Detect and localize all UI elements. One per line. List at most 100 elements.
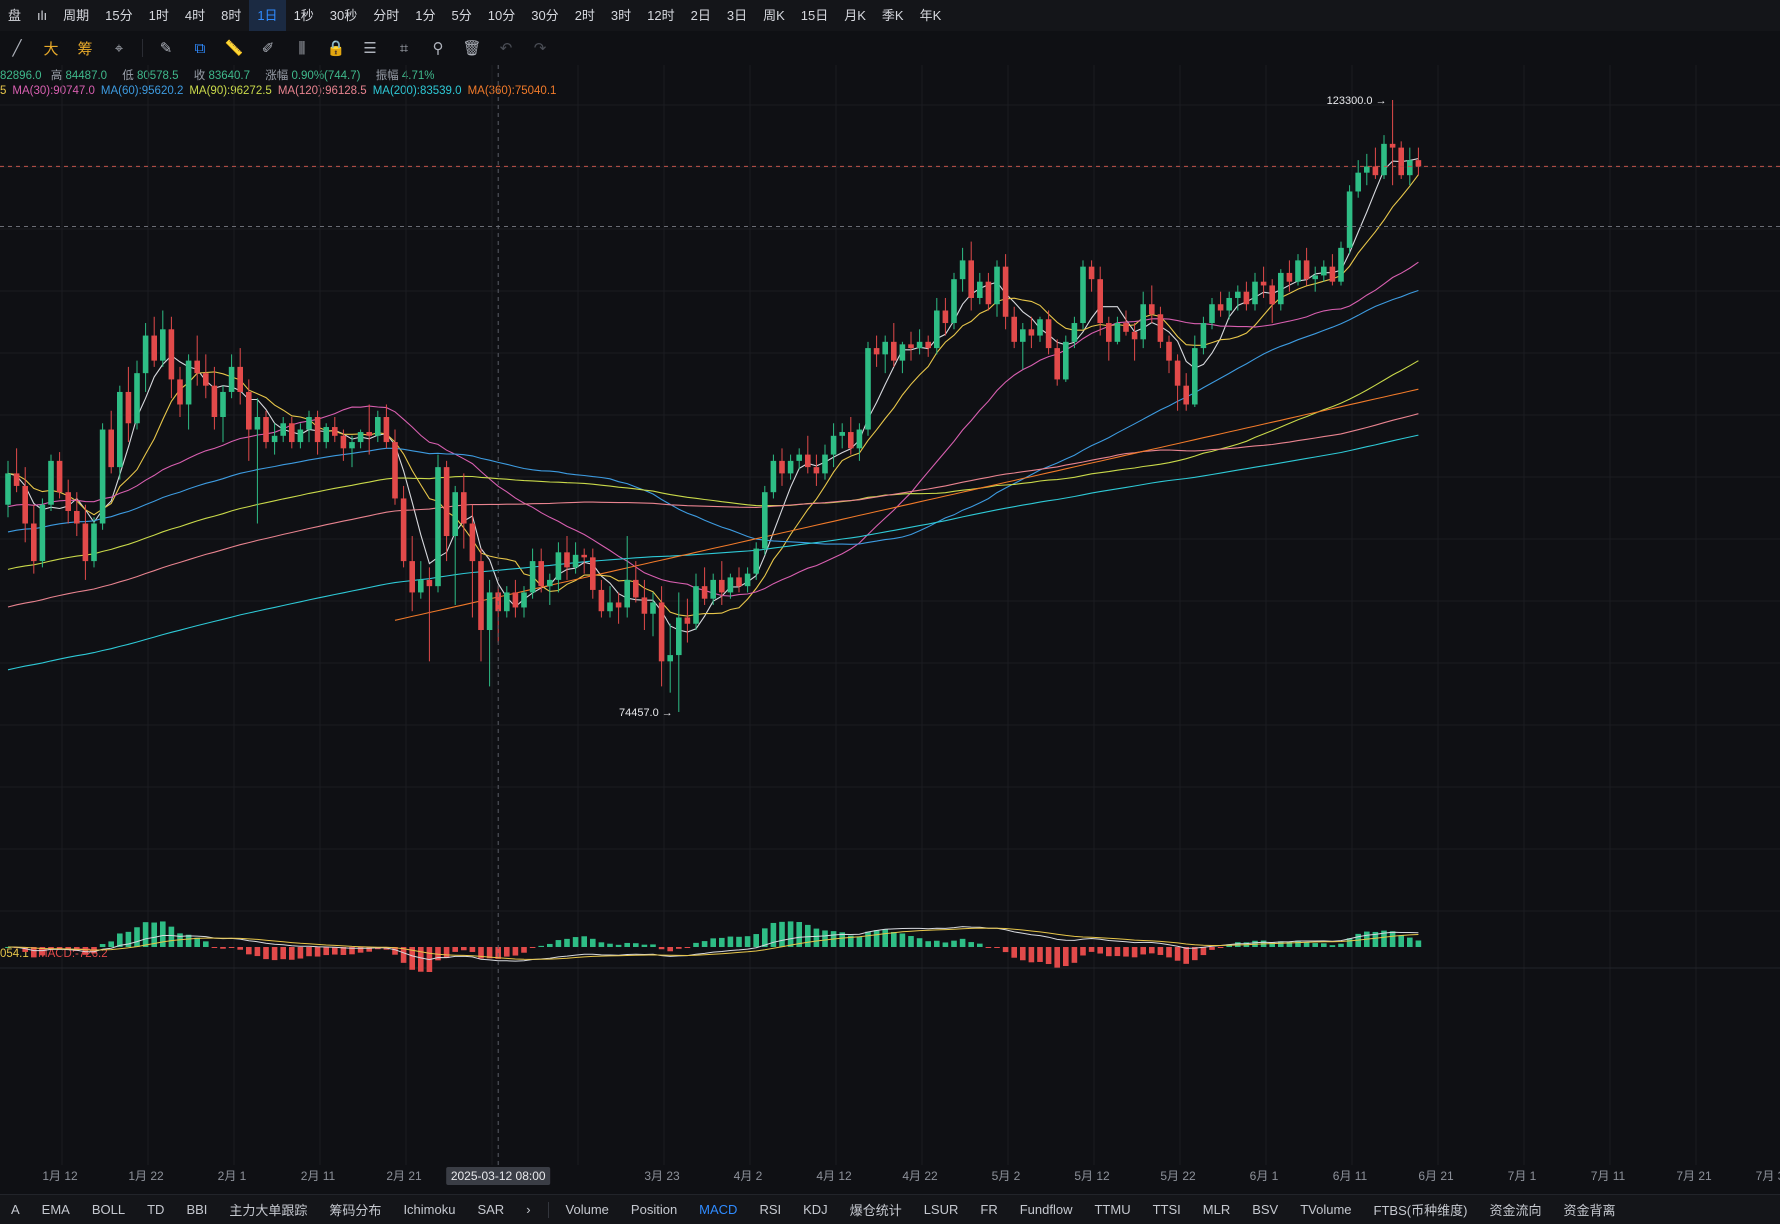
- macd-bar: [211, 947, 218, 948]
- indicator-tab[interactable]: ›: [526, 1202, 531, 1217]
- indicator-tab[interactable]: 主力大单跟踪: [229, 1203, 308, 1218]
- indicator-tab[interactable]: LSUR: [923, 1202, 959, 1217]
- filter-icon[interactable]: ⚲: [432, 40, 444, 57]
- period-0[interactable]: 盘: [8, 8, 22, 23]
- period-19[interactable]: 3日: [726, 8, 748, 23]
- candle: [1174, 354, 1181, 411]
- period-18[interactable]: 2日: [690, 8, 711, 23]
- indicator-tab[interactable]: SAR: [477, 1202, 505, 1217]
- candle: [13, 448, 20, 493]
- brush-icon[interactable]: ✐: [261, 40, 275, 57]
- period-17[interactable]: 12时: [647, 8, 675, 23]
- indicator-tab[interactable]: MLR: [1202, 1202, 1231, 1217]
- ma-line-360: [394, 388, 1419, 621]
- indicator-tab[interactable]: BBI: [186, 1202, 208, 1217]
- period-21[interactable]: 15日: [800, 8, 829, 23]
- indicator-tab[interactable]: TTMU: [1094, 1202, 1131, 1217]
- indicator-tab[interactable]: FR: [980, 1202, 998, 1217]
- macd-bar: [1123, 947, 1129, 957]
- candle: [1252, 272, 1258, 311]
- ruler-icon[interactable]: 📏: [224, 40, 244, 57]
- candle: [392, 429, 398, 505]
- da-icon[interactable]: 大: [43, 40, 59, 58]
- indicator-tab[interactable]: Position: [630, 1202, 678, 1217]
- text-note-icon[interactable]: ☰: [363, 40, 377, 57]
- indicator-tab[interactable]: Ichimoku: [403, 1202, 456, 1217]
- indicator-tab[interactable]: Volume: [565, 1202, 609, 1217]
- indicator-tab[interactable]: TTSI: [1152, 1202, 1181, 1217]
- period-10[interactable]: 分时: [373, 8, 400, 23]
- redo-icon[interactable]: ↷: [533, 40, 547, 57]
- macd-bar: [185, 934, 192, 947]
- candle: [916, 329, 923, 355]
- period-4[interactable]: 1时: [148, 8, 169, 23]
- period-14[interactable]: 30分: [531, 8, 559, 23]
- indicator-tabs-bar: A EMA BOLL TD BBI 主力大单跟踪 筹码分布 Ichimoku SAR › Volum…: [0, 1194, 1780, 1224]
- macd-bar: [495, 947, 501, 959]
- period-1[interactable]: ılı: [37, 8, 48, 23]
- candle: [1045, 310, 1052, 355]
- period-2[interactable]: 周期: [63, 8, 90, 23]
- indicator-tab[interactable]: BOLL: [91, 1202, 126, 1217]
- kline-chart[interactable]: 123300.0 → 74457.0 → 1月 12 1月 22 2月 1 2月 11 2…: [0, 65, 1780, 1193]
- period-8[interactable]: 1秒: [293, 8, 314, 23]
- period-12[interactable]: 5分: [451, 8, 472, 23]
- pencil-draw-icon[interactable]: ✎: [159, 40, 173, 57]
- undo-icon[interactable]: ↶: [499, 40, 513, 57]
- indicator-tab[interactable]: EMA: [41, 1202, 70, 1217]
- candle: [1235, 285, 1241, 311]
- candle: [1037, 316, 1043, 342]
- indicator-tab[interactable]: BSV: [1252, 1202, 1279, 1217]
- period-3[interactable]: 15分: [105, 8, 133, 23]
- chou-icon[interactable]: 筹: [77, 40, 93, 58]
- trash-icon[interactable]: 🗑: [462, 40, 482, 57]
- indicator-tab[interactable]: 资金背离: [1563, 1203, 1616, 1218]
- candle: [529, 548, 536, 599]
- period-15[interactable]: 2时: [574, 8, 595, 23]
- period-6[interactable]: 8时: [221, 8, 242, 23]
- macd-bar: [684, 947, 691, 948]
- candle: [1157, 306, 1164, 349]
- candle: [1303, 247, 1310, 286]
- magnet-icon[interactable]: ⌗: [399, 39, 409, 57]
- candle: [684, 598, 691, 643]
- macd-bar: [289, 947, 295, 960]
- candle: [624, 536, 630, 618]
- period-9[interactable]: 30秒: [329, 8, 358, 23]
- indicator-tab[interactable]: TVolume: [1300, 1202, 1352, 1217]
- period-5[interactable]: 4时: [184, 8, 206, 23]
- lock-icon[interactable]: 🔒: [326, 40, 346, 57]
- candle: [1338, 241, 1344, 286]
- trend-line-icon[interactable]: ╱: [12, 40, 22, 57]
- indicator-tab[interactable]: TD: [147, 1202, 165, 1217]
- indicator-tab[interactable]: A: [11, 1202, 20, 1217]
- crosshair-icon[interactable]: ⌖: [114, 39, 124, 57]
- ma-legend-item: MA(200):83539.0: [372, 85, 462, 97]
- period-7[interactable]: 1日: [249, 0, 286, 31]
- period-22[interactable]: 月K: [844, 8, 866, 23]
- indicator-tab[interactable]: KDJ: [803, 1202, 828, 1217]
- macd-bar: [607, 943, 613, 947]
- period-13[interactable]: 10分: [487, 8, 516, 23]
- indicator-tab[interactable]: Fundflow: [1019, 1202, 1073, 1217]
- candle-pattern-icon[interactable]: ⫼: [298, 39, 306, 57]
- period-20[interactable]: 周K: [763, 8, 785, 23]
- macd-bar: [323, 947, 329, 956]
- indicator-tab[interactable]: RSI: [759, 1202, 782, 1217]
- candle: [658, 586, 665, 687]
- period-11[interactable]: 1分: [415, 8, 436, 23]
- indicator-tab[interactable]: FTBS(币种维度): [1373, 1203, 1468, 1218]
- indicator-tab[interactable]: MACD: [699, 1202, 738, 1217]
- indicator-tab[interactable]: 筹码分布: [329, 1203, 382, 1218]
- x-tick-label: 6月 11: [1333, 1169, 1368, 1183]
- copy-icon[interactable]: ⧉: [194, 39, 206, 57]
- candle: [959, 247, 966, 292]
- ma-legend-item: MA(30):90747.0: [12, 85, 95, 97]
- period-16[interactable]: 3时: [610, 8, 632, 23]
- macd-bar: [1045, 947, 1052, 965]
- period-24[interactable]: 年K: [919, 8, 942, 23]
- candle: [744, 567, 751, 593]
- indicator-tab[interactable]: 爆仓统计: [849, 1203, 902, 1218]
- indicator-tab[interactable]: 资金流向: [1489, 1203, 1542, 1218]
- period-23[interactable]: 季K: [881, 8, 904, 23]
